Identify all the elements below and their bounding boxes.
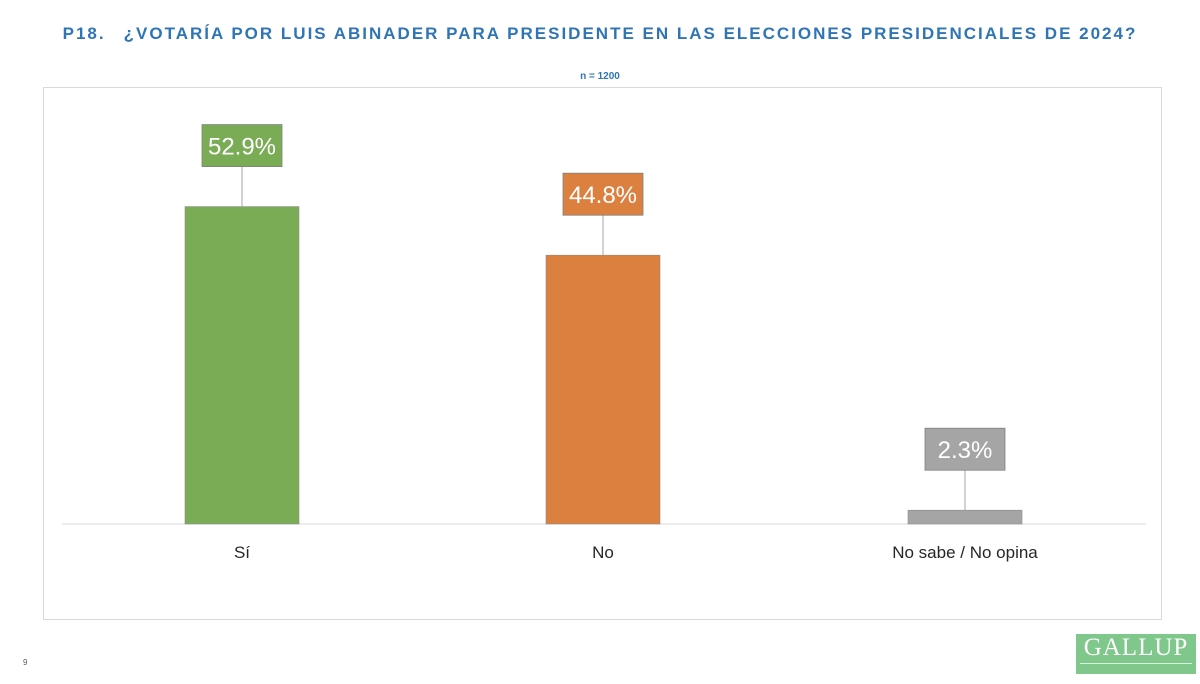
slide-title: P18. ¿VOTARÍA POR LUIS ABINADER PARA PRES… [0,24,1200,44]
bar-1 [545,254,661,525]
bar-2 [907,509,1023,525]
category-label-0: Sí [234,543,250,562]
logo-wordmark: GALLUP [1083,634,1189,661]
data-label-box-0 [201,124,283,167]
page-number: 9 [23,658,28,667]
gallup-logo: GALLUP [1076,634,1196,674]
data-label-box-2 [924,427,1006,471]
data-label-2: 2.3% [938,437,993,464]
data-label-1: 44.8% [569,182,637,209]
category-label-1: No [592,543,614,562]
data-label-0: 52.9% [208,134,276,161]
logo-tagline-line [1080,663,1192,672]
question-number: P18. [62,24,106,43]
question-text: ¿VOTARÍA POR LUIS ABINADER PARA PRESIDEN… [123,24,1138,43]
bar-chart: 52.9% Sí 44.8% No 2.3% No sabe / No opina [62,124,1146,562]
category-label-2: No sabe / No opina [892,543,1038,562]
data-label-box-1 [562,172,644,216]
bar-0 [184,206,300,525]
sample-size: n = 1200 [580,71,620,82]
chart-frame: 52.9% Sí 44.8% No 2.3% No sabe / No opina [43,87,1162,620]
